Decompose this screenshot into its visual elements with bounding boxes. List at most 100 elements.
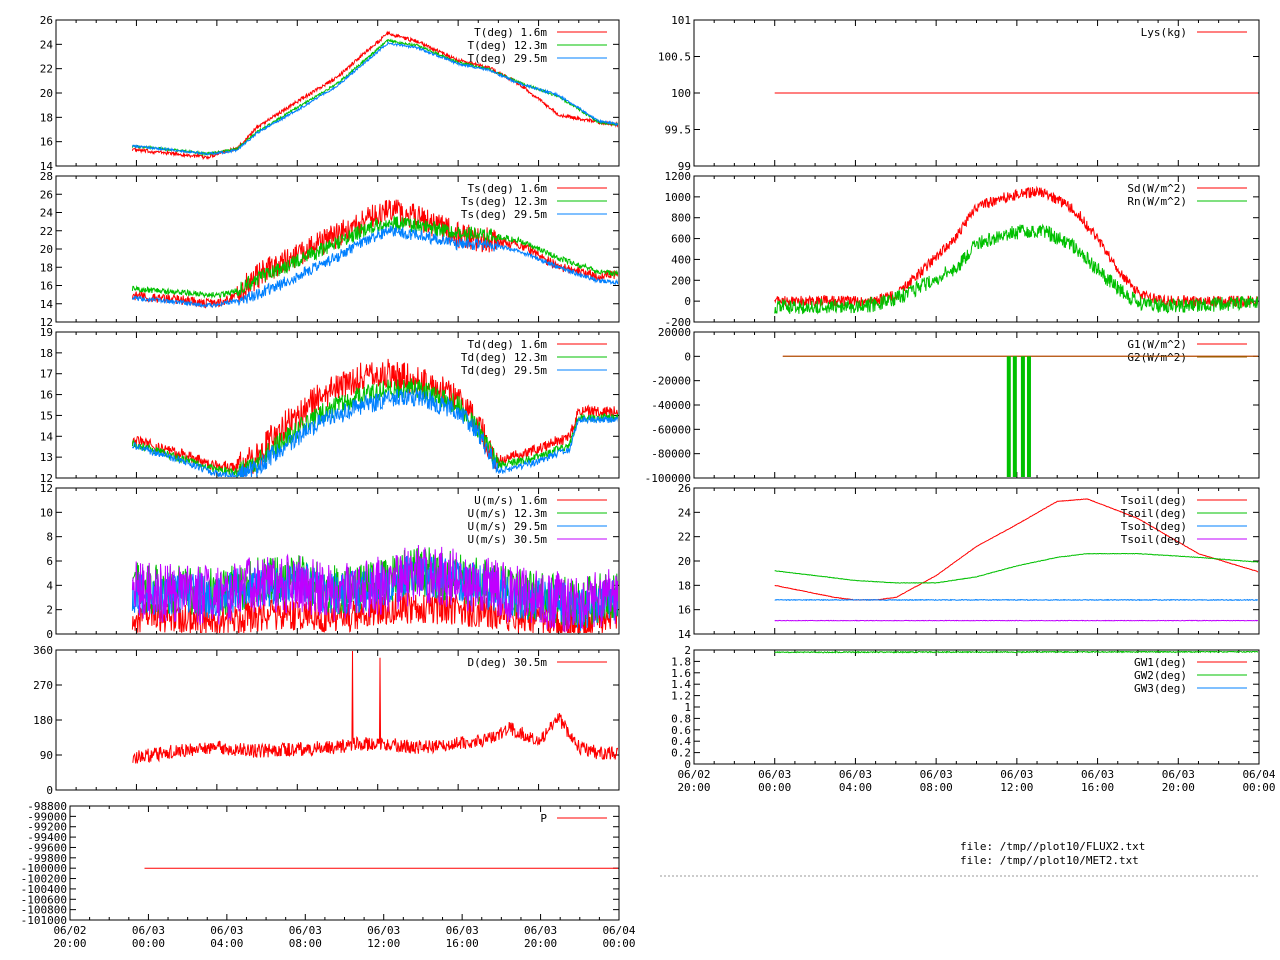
x-tick-label-time: 20:00 [53, 937, 86, 950]
legend-label: GW1(deg) [1134, 656, 1187, 669]
y-tick-label: 16 [40, 389, 53, 402]
y-tick-label: 101 [671, 14, 691, 27]
y-tick-label: 99 [678, 160, 691, 173]
y-tick-label: -100600 [21, 893, 67, 906]
x-tick-label-time: 20:00 [1162, 781, 1195, 794]
series-line [131, 544, 618, 633]
y-tick-label: 26 [40, 14, 53, 27]
series-line [131, 225, 618, 309]
x-tick-label-date: 06/04 [602, 924, 635, 937]
x-tick-label-time: 04:00 [210, 937, 243, 950]
x-tick-label-time: 16:00 [446, 937, 479, 950]
series-line [131, 215, 618, 300]
y-tick-label: 12 [40, 482, 53, 495]
y-tick-label: 22 [678, 531, 691, 544]
x-tick-label-date: 06/03 [839, 768, 872, 781]
y-tick-label: 8 [46, 531, 53, 544]
y-tick-label: 18 [678, 579, 691, 592]
y-tick-label: 19 [40, 326, 53, 339]
x-tick-label-date: 06/03 [289, 924, 322, 937]
y-tick-label: 360 [33, 644, 53, 657]
y-tick-label: 1.8 [671, 655, 691, 668]
y-tick-label: 28 [40, 170, 53, 183]
y-tick-label: 17 [40, 368, 53, 381]
y-tick-label: -99000 [27, 810, 67, 823]
legend-label: Tsoil(deg) [1121, 520, 1187, 533]
legend-label: Ts(deg) 29.5m [461, 208, 547, 221]
legend-label: Rn(W/m^2) [1127, 195, 1187, 208]
legend-label: GW3(deg) [1134, 682, 1187, 695]
legend-label: Td(deg) 1.6m [468, 338, 548, 351]
legend-label: Td(deg) 29.5m [461, 364, 547, 377]
x-tick-label-date: 06/03 [920, 768, 953, 781]
y-tick-label: 16 [40, 136, 53, 149]
x-tick-label-date: 06/03 [524, 924, 557, 937]
legend-label: T(deg) 12.3m [468, 39, 548, 52]
y-tick-label: -40000 [651, 399, 691, 412]
x-tick-label-time: 12:00 [367, 937, 400, 950]
y-tick-label: 2 [46, 604, 53, 617]
y-tick-label: 18 [40, 347, 53, 360]
y-tick-label: 600 [671, 233, 691, 246]
chart-panel-10: 00.20.40.60.811.21.41.61.8206/0220:0006/… [671, 644, 1276, 794]
x-tick-label-date: 06/03 [367, 924, 400, 937]
legend-label: GW2(deg) [1134, 669, 1187, 682]
y-tick-label: 1000 [665, 191, 692, 204]
y-tick-label: -20000 [651, 375, 691, 388]
legend-label: Ts(deg) 12.3m [461, 195, 547, 208]
y-tick-label: 22 [40, 63, 53, 76]
y-tick-label: -60000 [651, 423, 691, 436]
y-tick-label: 20 [40, 243, 53, 256]
y-tick-label: 800 [671, 212, 691, 225]
series-dropout-bar [1006, 356, 1011, 477]
y-tick-label: -101000 [21, 914, 67, 927]
y-tick-label: 1200 [665, 170, 692, 183]
y-tick-label: 24 [40, 38, 54, 51]
legend-label: Ts(deg) 1.6m [468, 182, 548, 195]
series-dropout-bar [1020, 356, 1025, 477]
y-tick-label: 10 [40, 506, 53, 519]
chart-panel-7: -200 0 200 400 600 800 1000 1200 Sd(W/m^2)Rn(W/m… [665, 170, 1260, 329]
y-tick-label: 4 [46, 579, 53, 592]
legend-label: U(m/s) 30.5m [468, 533, 548, 546]
y-tick-label: 12 [40, 316, 53, 329]
x-tick-label-date: 06/03 [210, 924, 243, 937]
chart-panel-6: 99 99.5 100 100.5 101 Lys(kg) [658, 14, 1260, 173]
legend-label: Tsoil(deg) [1121, 533, 1187, 546]
series-line [131, 378, 618, 477]
x-tick-label-date: 06/03 [758, 768, 791, 781]
y-tick-label: 200 [671, 274, 691, 287]
x-tick-label-date: 06/02 [677, 768, 710, 781]
y-tick-label: -100400 [21, 883, 67, 896]
legend-label: Tsoil(deg) [1121, 507, 1187, 520]
y-tick-label: 16 [40, 280, 53, 293]
y-tick-label: 26 [40, 188, 53, 201]
file-label-flux: file: /tmp//plot10/FLUX2.txt [960, 840, 1146, 853]
y-tick-label: 90 [40, 749, 53, 762]
x-tick-label-time: 08:00 [289, 937, 322, 950]
legend-label: Td(deg) 12.3m [461, 351, 547, 364]
legend-label: G2(W/m^2) [1127, 351, 1187, 364]
y-tick-label: 0 [684, 295, 691, 308]
legend-label: G1(W/m^2) [1127, 338, 1187, 351]
legend-label: Tsoil(deg) [1121, 494, 1187, 507]
legend-label: U(m/s) 1.6m [474, 494, 547, 507]
chart-panel-9: 14161820222426Tsoil(deg)Tsoil(deg)Tsoil(… [678, 482, 1260, 641]
y-tick-label: -99400 [27, 831, 67, 844]
y-tick-label: 0 [46, 628, 53, 641]
y-tick-label: 100.5 [658, 51, 691, 64]
plot-frame [69, 805, 620, 921]
y-tick-label: 0 [684, 350, 691, 363]
x-tick-label-date: 06/03 [132, 924, 165, 937]
y-tick-label: 0 [684, 758, 691, 771]
y-tick-label: -98800 [27, 800, 67, 813]
y-tick-label: 14 [40, 430, 54, 443]
series-dropout-bar [1012, 356, 1017, 477]
x-tick-label-date: 06/02 [53, 924, 86, 937]
chart-panel-5: -101000-100800-100600-100400-100200-1000… [21, 800, 636, 950]
y-tick-label: 400 [671, 253, 691, 266]
series-line [774, 619, 1258, 622]
series-line [774, 552, 1258, 584]
legend-label: U(m/s) 12.3m [468, 507, 548, 520]
